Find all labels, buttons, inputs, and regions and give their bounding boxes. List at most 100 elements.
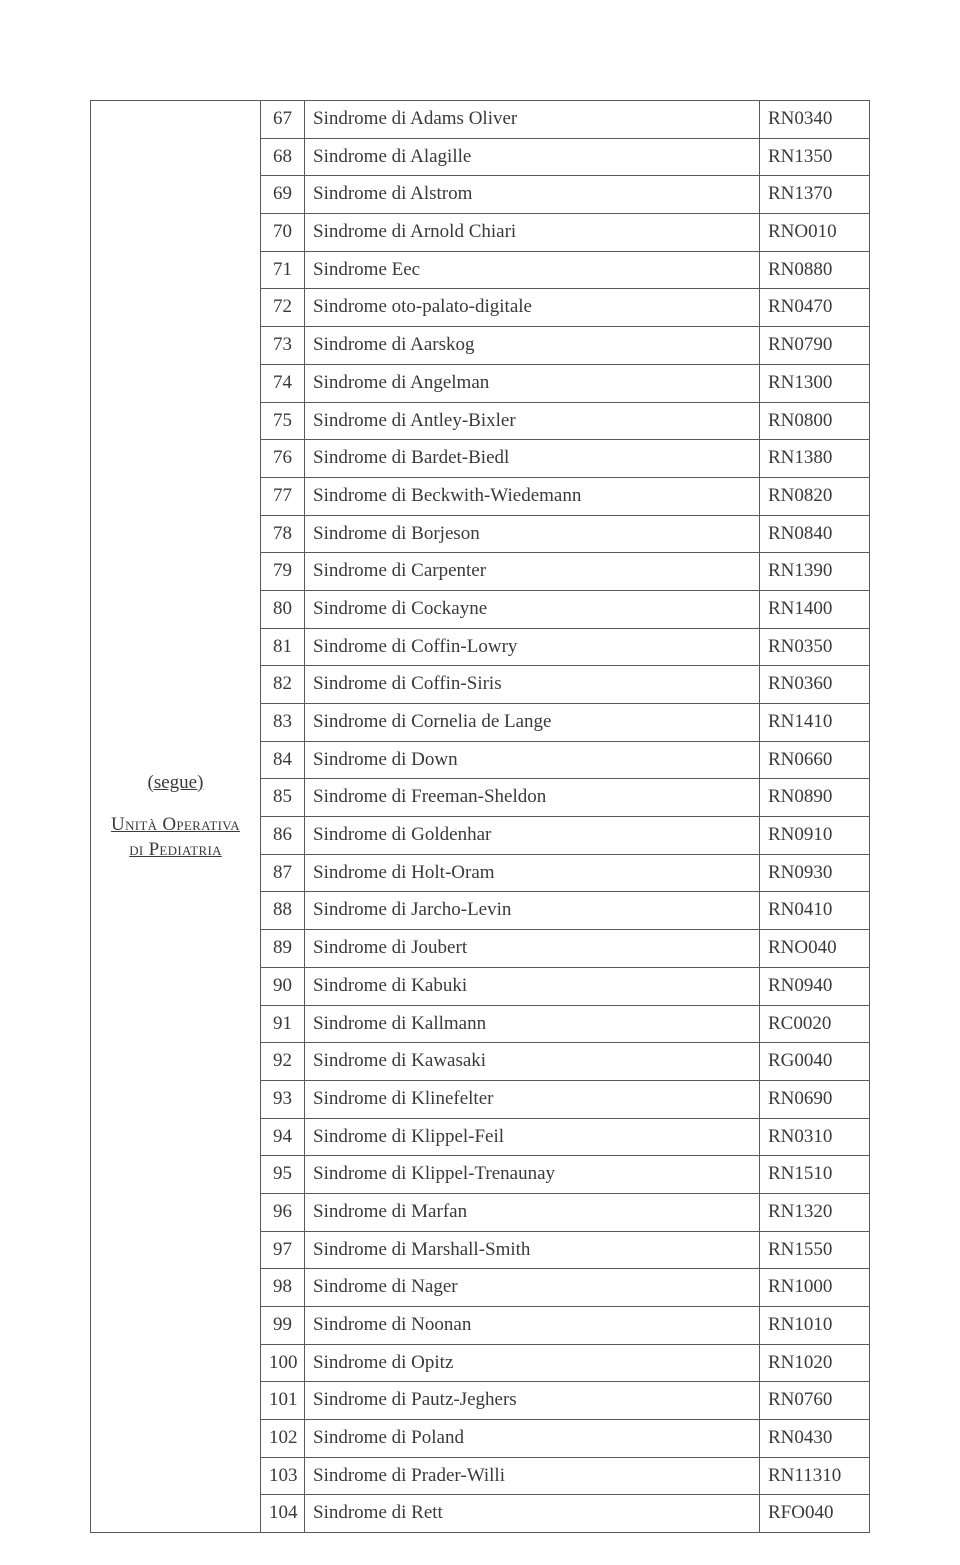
syndrome-name: Sindrome di Cornelia de Lange [305,704,760,742]
syndrome-name: Sindrome di Beckwith-Wiedemann [305,477,760,515]
syndrome-name: Sindrome di Freeman-Sheldon [305,779,760,817]
row-number: 87 [261,854,305,892]
syndrome-code: RN1020 [760,1344,870,1382]
syndrome-name: Sindrome di Poland [305,1420,760,1458]
row-number: 82 [261,666,305,704]
row-number: 81 [261,628,305,666]
syndrome-name: Sindrome di Opitz [305,1344,760,1382]
syndrome-name: Sindrome di Klippel-Trenaunay [305,1156,760,1194]
row-number: 100 [261,1344,305,1382]
syndrome-code: RN11310 [760,1457,870,1495]
syndrome-name: Sindrome di Noonan [305,1307,760,1345]
syndrome-table: (segue)Unità Operativadi Pediatria67Sind… [90,100,870,1533]
syndrome-name: Sindrome di Aarskog [305,327,760,365]
row-number: 80 [261,590,305,628]
unit-label-line2: di Pediatria [99,838,252,863]
syndrome-name: Sindrome di Joubert [305,930,760,968]
syndrome-name: Sindrome di Kabuki [305,967,760,1005]
syndrome-name: Sindrome di Rett [305,1495,760,1533]
row-number: 69 [261,176,305,214]
row-number: 89 [261,930,305,968]
row-number: 97 [261,1231,305,1269]
row-number: 98 [261,1269,305,1307]
row-number: 103 [261,1457,305,1495]
row-number: 83 [261,704,305,742]
syndrome-name: Sindrome di Holt-Oram [305,854,760,892]
syndrome-code: RN1550 [760,1231,870,1269]
row-number: 70 [261,214,305,252]
row-number: 92 [261,1043,305,1081]
syndrome-name: Sindrome di Borjeson [305,515,760,553]
syndrome-code: RNO040 [760,930,870,968]
syndrome-code: RN0880 [760,251,870,289]
syndrome-name: Sindrome di Marfan [305,1193,760,1231]
syndrome-code: RG0040 [760,1043,870,1081]
row-number: 78 [261,515,305,553]
syndrome-code: RN1410 [760,704,870,742]
row-number: 84 [261,741,305,779]
syndrome-code: RN0470 [760,289,870,327]
syndrome-name: Sindrome di Adams Oliver [305,101,760,139]
syndrome-name: Sindrome di Marshall-Smith [305,1231,760,1269]
row-number: 96 [261,1193,305,1231]
row-number: 88 [261,892,305,930]
syndrome-code: RN0790 [760,327,870,365]
row-number: 86 [261,817,305,855]
syndrome-code: RFO040 [760,1495,870,1533]
table-row: (segue)Unità Operativadi Pediatria67Sind… [91,101,870,139]
row-number: 90 [261,967,305,1005]
syndrome-name: Sindrome di Klinefelter [305,1080,760,1118]
row-number: 71 [261,251,305,289]
syndrome-code: RN0930 [760,854,870,892]
row-number: 74 [261,364,305,402]
syndrome-code: RN1510 [760,1156,870,1194]
row-number: 72 [261,289,305,327]
syndrome-name: Sindrome di Coffin-Lowry [305,628,760,666]
row-number: 94 [261,1118,305,1156]
syndrome-code: RN1010 [760,1307,870,1345]
syndrome-code: RN0940 [760,967,870,1005]
row-number: 68 [261,138,305,176]
syndrome-name: Sindrome di Angelman [305,364,760,402]
syndrome-name: Sindrome di Bardet-Biedl [305,440,760,478]
row-number: 93 [261,1080,305,1118]
row-number: 77 [261,477,305,515]
syndrome-code: RN0430 [760,1420,870,1458]
syndrome-name: Sindrome di Goldenhar [305,817,760,855]
syndrome-name: Sindrome Eec [305,251,760,289]
syndrome-code: RN1350 [760,138,870,176]
syndrome-code: RN0310 [760,1118,870,1156]
syndrome-code: RN1300 [760,364,870,402]
unit-label-line1: Unità Operativa [99,813,252,838]
syndrome-name: Sindrome oto-palato-digitale [305,289,760,327]
syndrome-code: RN0910 [760,817,870,855]
row-number: 76 [261,440,305,478]
syndrome-name: Sindrome di Prader-Willi [305,1457,760,1495]
row-number: 67 [261,101,305,139]
row-number: 95 [261,1156,305,1194]
syndrome-code: RN0760 [760,1382,870,1420]
syndrome-code: RN0890 [760,779,870,817]
syndrome-name: Sindrome di Pautz-Jeghers [305,1382,760,1420]
syndrome-code: RN0350 [760,628,870,666]
syndrome-name: Sindrome di Antley-Bixler [305,402,760,440]
syndrome-name: Sindrome di Down [305,741,760,779]
syndrome-name: Sindrome di Kallmann [305,1005,760,1043]
syndrome-code: RN0840 [760,515,870,553]
syndrome-code: RNO010 [760,214,870,252]
syndrome-name: Sindrome di Carpenter [305,553,760,591]
syndrome-code: RN1320 [760,1193,870,1231]
syndrome-code: RN1380 [760,440,870,478]
unit-label-cell: (segue) Unità Operativadi Pediatria [91,101,261,1533]
syndrome-name: Sindrome di Cockayne [305,590,760,628]
syndrome-code: RN0820 [760,477,870,515]
syndrome-code: RN1000 [760,1269,870,1307]
segue-label: (segue) [148,771,204,796]
syndrome-name: Sindrome di Jarcho-Levin [305,892,760,930]
syndrome-code: RN1400 [760,590,870,628]
row-number: 104 [261,1495,305,1533]
syndrome-name: Sindrome di Alstrom [305,176,760,214]
row-number: 99 [261,1307,305,1345]
syndrome-code: RN1390 [760,553,870,591]
row-number: 102 [261,1420,305,1458]
